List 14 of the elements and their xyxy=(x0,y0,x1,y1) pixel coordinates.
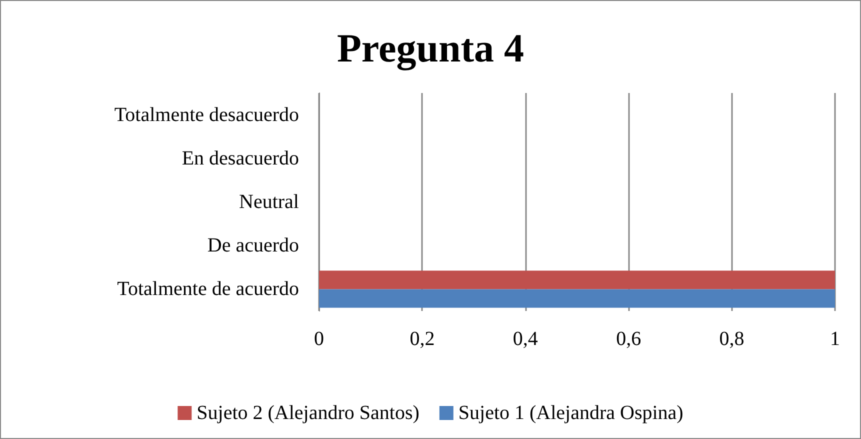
x-tick-label: 0 xyxy=(314,328,324,350)
y-tick-label: En desacuerdo xyxy=(182,147,299,170)
y-tick-label: Totalmente de acuerdo xyxy=(117,278,299,300)
x-tick-label: 0,6 xyxy=(616,328,642,350)
y-tick-label: Neutral xyxy=(239,191,300,213)
legend-label: Sujeto 1 (Alejandra Ospina) xyxy=(458,402,684,424)
x-tick-label: 0,2 xyxy=(410,328,435,350)
y-tick-label: De acuerdo xyxy=(207,234,299,257)
x-tick-label: 0,8 xyxy=(719,328,744,350)
x-tick-label: 1 xyxy=(830,328,840,350)
y-tick-label: Totalmente desacuerdo xyxy=(114,104,299,126)
x-tick-label: 0,4 xyxy=(512,328,538,350)
chart-title: Pregunta 4 xyxy=(336,26,524,70)
legend-label: Sujeto 2 (Alejandro Santos) xyxy=(196,402,420,424)
